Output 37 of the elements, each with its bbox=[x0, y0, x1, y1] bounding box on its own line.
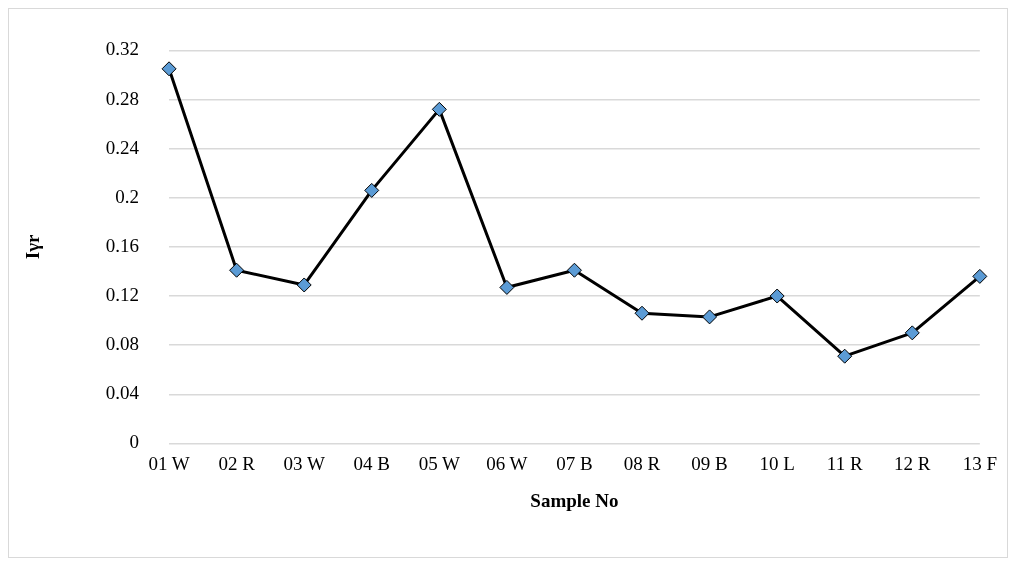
x-tick-label: 06 W bbox=[486, 452, 528, 474]
x-tick-label: 12 R bbox=[894, 452, 931, 474]
x-tick-label: 09 B bbox=[691, 452, 728, 474]
x-tick-label: 11 R bbox=[826, 452, 863, 474]
point bbox=[364, 182, 380, 198]
x-tick-label: 13 F bbox=[962, 452, 998, 474]
y-tick-label: 0 bbox=[129, 431, 140, 453]
y-tick-label: 0.16 bbox=[105, 234, 140, 256]
y-tick-label: 0.04 bbox=[105, 382, 140, 404]
y-tick-label: 0.32 bbox=[105, 38, 140, 60]
y-tick-label: 0.08 bbox=[105, 333, 140, 355]
point bbox=[904, 325, 920, 341]
y-tick-label: 0.28 bbox=[105, 87, 140, 109]
point bbox=[837, 348, 853, 364]
point bbox=[972, 268, 988, 284]
y-tick-label: 0.2 bbox=[115, 185, 140, 207]
x-axis-title: Sample No bbox=[530, 489, 619, 511]
x-tick-label: 10 L bbox=[759, 452, 795, 474]
point bbox=[702, 309, 718, 325]
point bbox=[499, 279, 515, 295]
y-tick-label: 0.24 bbox=[105, 136, 140, 158]
point bbox=[769, 288, 785, 304]
point bbox=[296, 277, 312, 293]
x-tick-label: 05 W bbox=[418, 452, 461, 474]
x-tick-label: 04 B bbox=[353, 452, 390, 474]
point bbox=[229, 262, 245, 278]
x-tick-label: 03 W bbox=[283, 452, 325, 474]
point bbox=[431, 101, 447, 117]
y-tick-label: 0.12 bbox=[105, 284, 140, 306]
point bbox=[566, 262, 582, 278]
y-axis-title: Iγr bbox=[22, 233, 44, 260]
x-tick-label: 08 R bbox=[623, 452, 661, 474]
x-tick-label: 02 R bbox=[218, 452, 256, 474]
x-tick-label: 07 B bbox=[556, 452, 593, 474]
point bbox=[634, 305, 650, 321]
point bbox=[161, 61, 177, 77]
x-tick-label: 01 W bbox=[148, 452, 190, 474]
